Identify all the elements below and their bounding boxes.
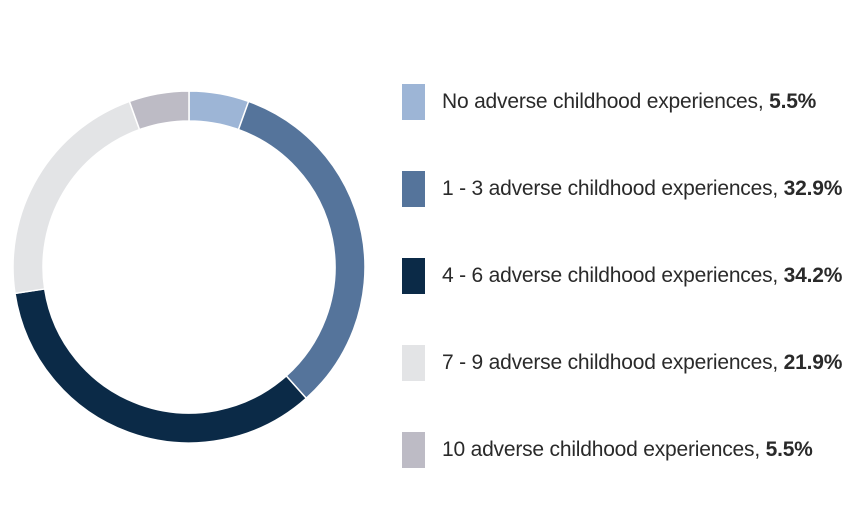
legend-item-1-3: 1 - 3 adverse childhood experiences, 32.… — [402, 169, 842, 209]
legend-swatch — [402, 84, 425, 120]
legend-value: 32.9% — [783, 177, 843, 200]
legend-value: 5.5% — [765, 438, 813, 461]
legend-item-7-9: 7 - 9 adverse childhood experiences, 21.… — [402, 343, 842, 383]
legend-swatch — [402, 432, 425, 468]
legend-swatch — [402, 171, 425, 207]
legend-label: 10 adverse childhood experiences, 5.5% — [442, 438, 813, 461]
legend-label: 4 - 6 adverse childhood experiences, 34.… — [442, 264, 843, 287]
legend-label: 1 - 3 adverse childhood experiences, 32.… — [442, 177, 843, 200]
donut-slice-4-6 — [14, 288, 308, 444]
legend-item-10: 10 adverse childhood experiences, 5.5% — [402, 430, 842, 470]
donut-slice-none — [188, 90, 250, 131]
donut-slice-10 — [128, 90, 190, 131]
legend-value: 34.2% — [783, 264, 843, 287]
donut-slice-7-9 — [12, 100, 141, 295]
donut-chart — [12, 90, 366, 444]
legend-swatch — [402, 258, 425, 294]
legend-label: 7 - 9 adverse childhood experiences, 21.… — [442, 351, 843, 374]
legend-value: 5.5% — [769, 90, 817, 113]
legend-item-none: No adverse childhood experiences, 5.5% — [402, 82, 842, 122]
chart-legend: No adverse childhood experiences, 5.5% 1… — [402, 82, 842, 470]
donut-slice-1-3 — [237, 100, 366, 400]
legend-swatch — [402, 345, 425, 381]
legend-label: No adverse childhood experiences, 5.5% — [442, 90, 817, 113]
legend-item-4-6: 4 - 6 adverse childhood experiences, 34.… — [402, 256, 842, 296]
legend-value: 21.9% — [783, 351, 843, 374]
